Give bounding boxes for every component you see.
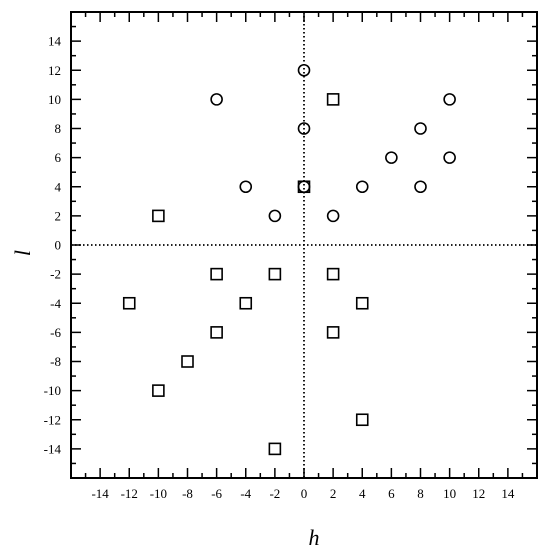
circle-marker <box>268 209 282 223</box>
circle-marker <box>385 151 398 164</box>
x-tick-label: 4 <box>359 486 366 501</box>
y-tick-label: -4 <box>50 296 61 311</box>
x-tick-label: -14 <box>91 486 109 501</box>
y-tick-label: -2 <box>50 267 61 282</box>
x-tick-label: 10 <box>443 486 456 501</box>
circle-marker <box>297 122 311 135</box>
y-tick-label: 4 <box>55 179 62 194</box>
y-tick-label: 2 <box>55 208 62 223</box>
y-tick-label: 8 <box>55 121 62 136</box>
circle-marker <box>210 93 223 106</box>
y-axis-title: l <box>10 250 35 256</box>
square-marker <box>326 267 340 281</box>
circle-marker <box>239 180 253 194</box>
x-tick-labels: -14 -12 -10 -8 -6 -4 -2 0 2 4 6 8 10 12 14 <box>91 486 514 501</box>
square-marker <box>181 355 194 368</box>
square-marker <box>326 93 340 106</box>
circle-marker <box>414 122 427 135</box>
circle-marker <box>443 151 456 164</box>
square-marker <box>268 442 282 456</box>
x-tick-label: 14 <box>501 486 515 501</box>
y-tick-label: -14 <box>44 441 62 456</box>
square-marker <box>297 180 311 194</box>
y-tick-label: -8 <box>50 354 61 369</box>
square-marker <box>122 296 136 310</box>
y-tick-label: 10 <box>48 92 61 107</box>
x-tick-label: -8 <box>182 486 193 501</box>
circle-marker <box>443 93 456 106</box>
square-marker <box>210 267 223 281</box>
circle-marker <box>326 209 340 223</box>
square-marker <box>326 326 340 339</box>
x-tick-label: 12 <box>472 486 485 501</box>
y-tick-label: 6 <box>55 150 62 165</box>
square-marker <box>210 326 223 339</box>
circle-marker <box>414 180 427 194</box>
zero-lines <box>71 12 537 478</box>
circle-marker <box>355 180 369 194</box>
y-tick-labels: -14 -12 -10 -8 -6 -4 -2 0 2 4 6 8 10 12 14 <box>44 34 62 457</box>
y-tick-label: -6 <box>50 325 61 340</box>
y-tick-label: 12 <box>48 63 61 78</box>
x-tick-label: 8 <box>417 486 424 501</box>
x-tick-label: 0 <box>301 486 308 501</box>
x-axis-title: h <box>309 525 320 550</box>
x-tick-label: 6 <box>388 486 395 501</box>
x-tick-label: -4 <box>240 486 251 501</box>
square-marker <box>239 296 253 310</box>
y-tick-label: -10 <box>44 383 61 398</box>
x-tick-label: -2 <box>269 486 280 501</box>
x-tick-label: -12 <box>121 486 138 501</box>
square-marker <box>355 296 369 310</box>
x-tick-label: -6 <box>211 486 222 501</box>
circle-marker <box>297 180 311 194</box>
y-tick-label: 0 <box>55 238 62 253</box>
square-marker <box>152 384 165 397</box>
square-marker <box>355 413 369 427</box>
square-marker <box>152 209 165 223</box>
y-tick-label: -12 <box>44 412 61 427</box>
x-tick-label: 2 <box>330 486 337 501</box>
x-tick-label: -10 <box>150 486 167 501</box>
plot-frame <box>70 11 538 479</box>
data-markers <box>122 63 456 456</box>
major-ticks <box>71 12 537 478</box>
y-tick-label: 14 <box>48 34 62 49</box>
circle-marker <box>297 63 311 77</box>
square-marker <box>268 267 282 281</box>
